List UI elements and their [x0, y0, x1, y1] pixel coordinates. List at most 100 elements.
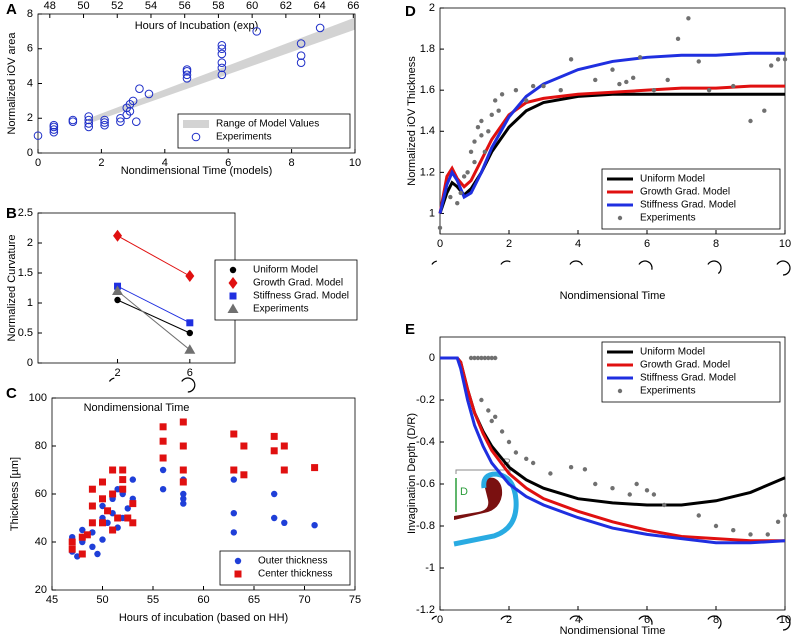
legend-swatch — [183, 120, 209, 128]
marker — [530, 460, 536, 466]
legend-label: Experiments — [253, 304, 309, 315]
legend-label: Stiffness Grad. Model — [640, 373, 736, 384]
marker — [217, 63, 227, 73]
y-tick-label: 2 — [429, 2, 435, 14]
marker — [624, 79, 629, 85]
x-tick-label: 55 — [147, 594, 159, 606]
marker — [217, 58, 227, 67]
marker — [68, 538, 76, 546]
marker — [489, 418, 494, 424]
marker — [296, 58, 306, 67]
marker — [129, 519, 137, 527]
y-tick-label: 0 — [27, 147, 33, 159]
y-tick-label: -0.6 — [416, 478, 435, 490]
marker — [482, 149, 488, 155]
marker — [180, 490, 187, 498]
marker — [112, 285, 124, 295]
marker — [270, 432, 278, 440]
marker — [144, 89, 154, 99]
shape-icon — [108, 377, 115, 382]
marker — [775, 57, 781, 62]
marker — [315, 23, 325, 33]
y-tick-label: 6 — [27, 43, 33, 55]
x-tick-label: 75 — [349, 594, 361, 606]
marker — [486, 355, 491, 361]
marker — [524, 98, 529, 103]
marker — [84, 112, 94, 121]
marker — [458, 190, 463, 196]
marker — [468, 149, 474, 155]
marker — [489, 112, 494, 118]
marker — [124, 514, 132, 522]
plot-frame — [439, 7, 786, 235]
y-tick-label: 0.5 — [18, 327, 33, 339]
series-line — [117, 235, 191, 277]
marker — [234, 570, 242, 578]
x2-tick-label: 58 — [212, 0, 224, 12]
marker — [88, 519, 96, 527]
marker — [479, 355, 484, 361]
marker — [782, 57, 788, 62]
y-tick-label: -0.8 — [416, 520, 435, 532]
legend-label: Stiffness Grad. Model — [640, 200, 736, 211]
y-tick-label: 2 — [27, 112, 33, 124]
marker — [83, 531, 91, 539]
marker — [281, 519, 288, 526]
marker — [617, 388, 623, 394]
marker — [296, 51, 306, 61]
legend-box — [177, 113, 351, 149]
marker — [541, 83, 546, 89]
marker — [84, 119, 94, 128]
marker — [49, 120, 59, 130]
x-tick-label: 60 — [197, 594, 209, 606]
x-tick-label: 0 — [437, 614, 443, 626]
marker — [68, 545, 76, 553]
y-tick-label: 20 — [35, 584, 47, 596]
series-line — [438, 51, 785, 214]
marker — [651, 87, 657, 93]
marker — [610, 486, 615, 491]
marker — [104, 507, 112, 515]
marker — [186, 319, 194, 327]
marker — [217, 49, 227, 59]
marker — [280, 466, 288, 474]
marker — [119, 485, 127, 493]
marker — [637, 55, 643, 60]
x-tick-label: 2 — [98, 157, 104, 169]
x2-tick-label: 48 — [44, 0, 56, 12]
y-tick-label: -1 — [425, 562, 435, 574]
inset-label: D — [460, 486, 468, 498]
marker — [182, 70, 192, 80]
x-tick-label: 6 — [644, 614, 650, 626]
marker — [748, 118, 753, 124]
y-axis-label: Normalized iOV Thickness — [406, 56, 418, 186]
marker — [472, 355, 477, 361]
shape-icon — [638, 260, 653, 270]
marker — [68, 117, 78, 127]
inset-shape — [453, 471, 519, 547]
x-tick-label: 70 — [298, 594, 310, 606]
marker — [762, 108, 767, 113]
x-tick-label: 65 — [248, 594, 260, 606]
shape-icon — [431, 260, 437, 265]
shape-icon — [500, 615, 511, 620]
x-tick-label: 10 — [779, 238, 791, 250]
x2-tick-label: 52 — [111, 0, 123, 12]
marker — [99, 495, 106, 503]
marker — [280, 442, 288, 450]
marker — [191, 132, 201, 142]
legend-label: Stiffness Grad. Model — [253, 291, 349, 302]
marker — [499, 429, 505, 434]
marker — [217, 40, 227, 50]
y-tick-label: -0.2 — [416, 394, 435, 406]
x-tick-label: 8 — [713, 238, 719, 250]
y-tick-label: 100 — [29, 392, 47, 404]
marker — [468, 355, 474, 361]
marker — [230, 529, 237, 536]
series-line — [117, 299, 191, 334]
marker — [125, 107, 135, 116]
y-tick-label: 1.4 — [420, 125, 435, 137]
marker — [159, 423, 167, 431]
y-tick-label: 1 — [429, 207, 435, 219]
